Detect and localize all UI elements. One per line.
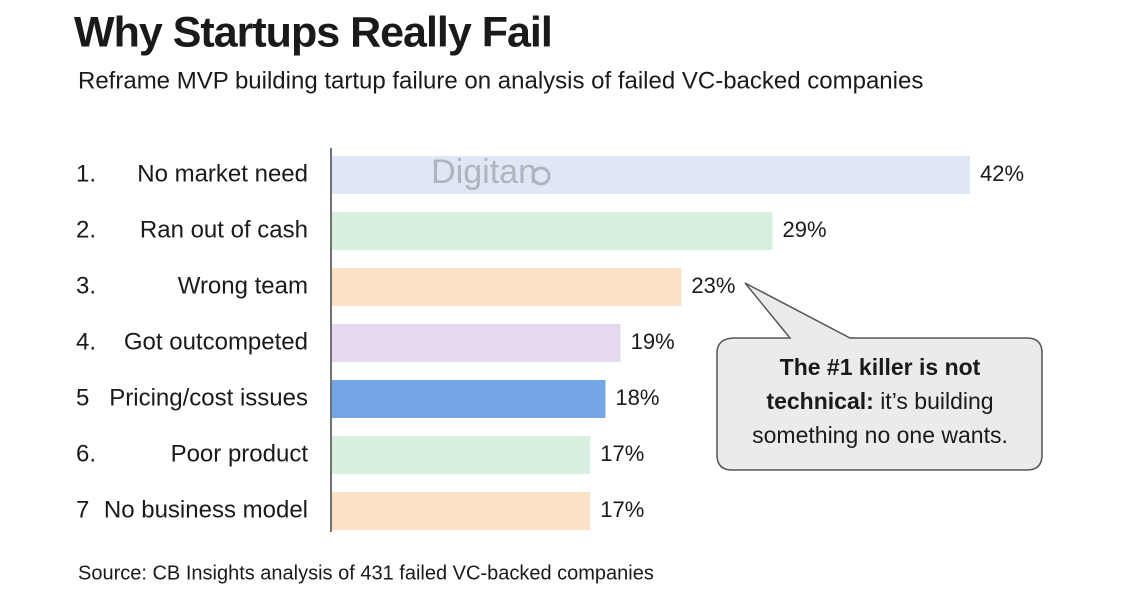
- watermark: Digitan: [431, 153, 537, 191]
- bar: [332, 156, 970, 194]
- chart-title: Why Startups Really Fail: [74, 8, 552, 56]
- rank-label: 2.: [76, 216, 96, 243]
- bar: [332, 212, 773, 250]
- rank-label: 3.: [76, 272, 96, 299]
- value-label: 23%: [691, 273, 735, 298]
- rank-label: 6.: [76, 440, 96, 467]
- bar: [332, 492, 591, 530]
- chart-subtitle: Reframe MVP building tartup failure on a…: [78, 67, 923, 94]
- category-label: No business model: [104, 496, 308, 523]
- value-label: 19%: [631, 329, 675, 354]
- category-label: Pricing/cost issues: [109, 384, 308, 411]
- category-label: Got outcompeted: [124, 328, 308, 355]
- annotation-text: it’s building something no one wants.: [752, 388, 1008, 448]
- value-label: 17%: [600, 497, 644, 522]
- value-label: 29%: [783, 217, 827, 242]
- category-label: Poor product: [171, 440, 309, 467]
- rank-label: 4.: [76, 328, 96, 355]
- rank-label: 1.: [76, 160, 96, 187]
- bar: [332, 268, 682, 306]
- rank-label: 7: [76, 496, 89, 523]
- bar: [332, 324, 621, 362]
- source-note: Source: CB Insights analysis of 431 fail…: [78, 562, 654, 584]
- value-label: 17%: [600, 441, 644, 466]
- category-label: Ran out of cash: [140, 216, 308, 243]
- annotation: The #1 killer is not technical: it’s bui…: [728, 350, 1032, 452]
- category-label: Wrong team: [178, 272, 308, 299]
- value-label: 18%: [615, 385, 659, 410]
- annotation-emphasis: The #1 killer is not technical:: [766, 354, 981, 414]
- bar: [332, 436, 591, 474]
- bar: [332, 380, 606, 418]
- callout-box: [716, 282, 1043, 471]
- value-label: 42%: [980, 161, 1024, 186]
- category-label: No market need: [137, 160, 308, 187]
- rank-label: 5: [76, 384, 89, 411]
- watermark-icon: [531, 166, 551, 186]
